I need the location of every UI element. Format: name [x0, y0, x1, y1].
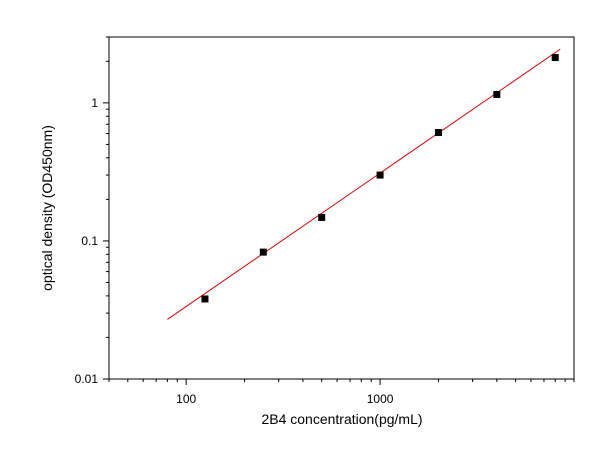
y-axis-label: optical density (OD450nm) — [39, 125, 55, 291]
x-axis-label: 2B4 concentration(pg/mL) — [261, 411, 422, 427]
fit-line — [167, 48, 561, 320]
x-axis-ticks: 100 1000 — [108, 379, 575, 406]
y-tick-label: 0.01 — [75, 372, 99, 386]
x-tick-label: 100 — [176, 392, 196, 406]
y-tick-label: 0.1 — [81, 234, 98, 248]
data-point — [318, 213, 326, 221]
data-point — [493, 90, 501, 98]
data-point — [376, 171, 384, 179]
data-points — [201, 54, 559, 303]
data-point — [434, 129, 442, 137]
data-point — [551, 54, 559, 62]
y-axis-ticks: 0.01 0.1 1 — [75, 36, 109, 386]
x-tick-label: 1000 — [367, 392, 394, 406]
y-tick-label: 1 — [91, 96, 98, 110]
fit-line-group — [167, 48, 561, 320]
data-point — [259, 248, 267, 256]
plot-area — [108, 36, 575, 380]
data-point — [201, 295, 209, 303]
